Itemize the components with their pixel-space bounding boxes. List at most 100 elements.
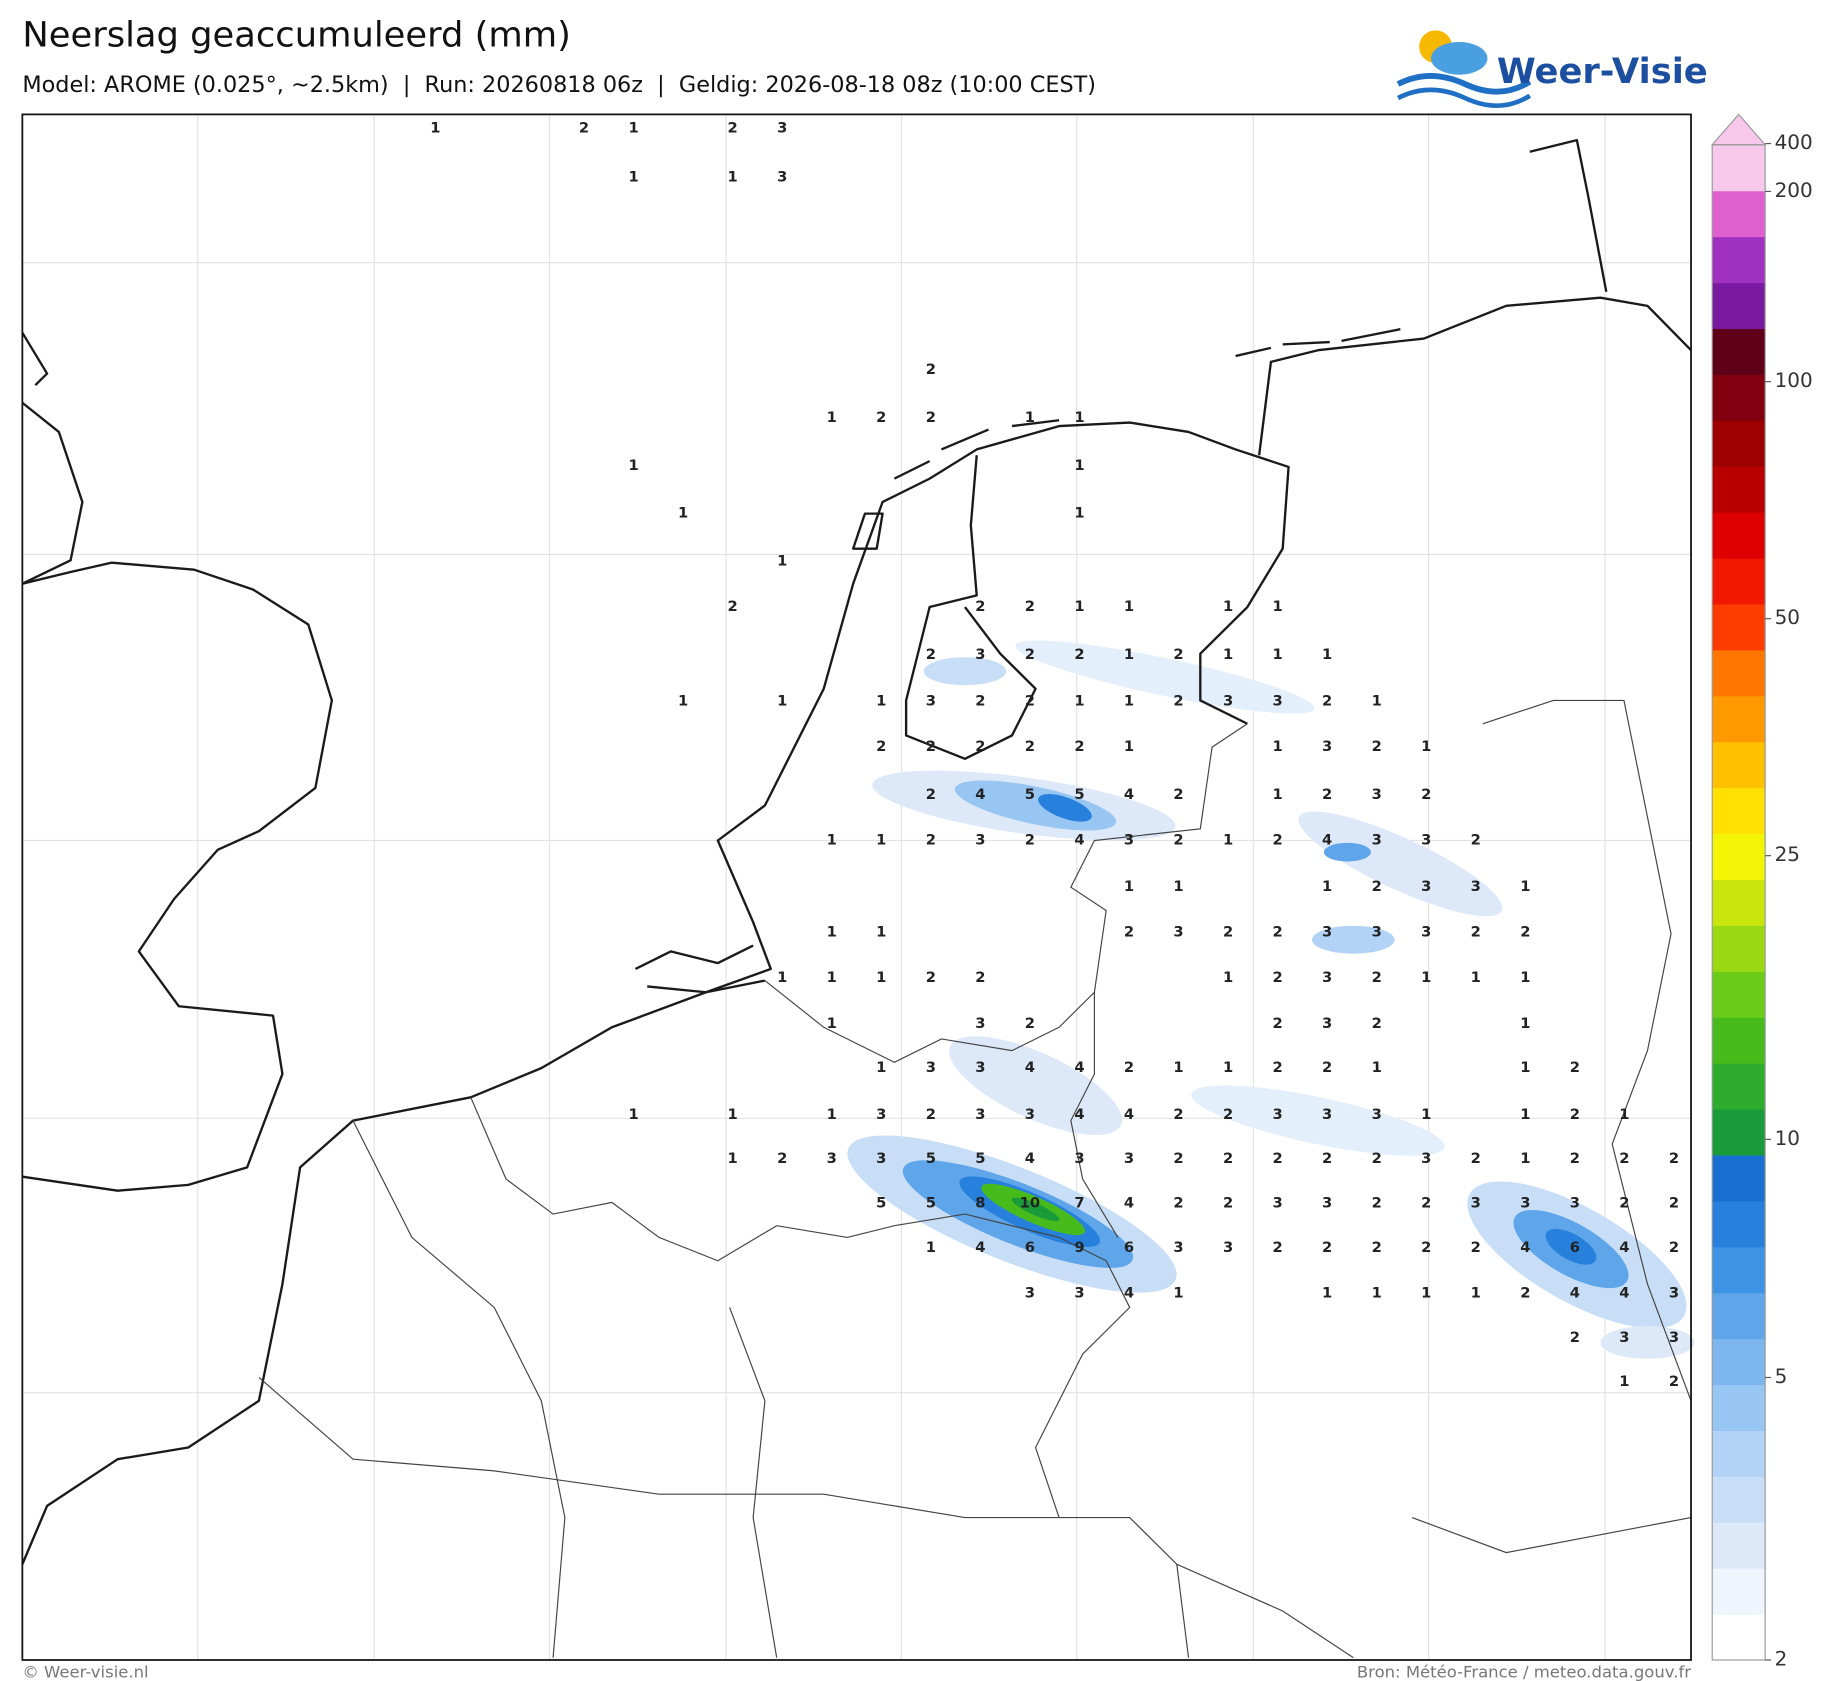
value-label: 1 <box>1074 598 1084 615</box>
value-label: 2 <box>1223 1150 1233 1167</box>
value-label: 2 <box>876 409 886 426</box>
colorbar-tick-label: 50 <box>1775 606 1800 629</box>
colorbar-segment <box>1712 420 1766 467</box>
value-label: 1 <box>1223 832 1233 849</box>
value-label: 1 <box>728 1150 738 1167</box>
value-label: 1 <box>1223 969 1233 986</box>
colorbar-segment <box>1712 1614 1766 1661</box>
value-label: 2 <box>1223 1195 1233 1212</box>
colorbar-segment <box>1712 374 1766 421</box>
colorbar-tick-label: 25 <box>1775 843 1800 866</box>
colorbar-segment <box>1712 144 1766 192</box>
value-label: 4 <box>1619 1239 1629 1256</box>
colorbar-segment <box>1712 879 1766 926</box>
value-label: 1 <box>1273 598 1283 615</box>
value-label: 3 <box>975 646 985 663</box>
value-label: 3 <box>1372 832 1382 849</box>
value-label: 2 <box>926 646 936 663</box>
value-label: 3 <box>777 119 787 136</box>
value-label: 3 <box>876 1150 886 1167</box>
colorbar-tick-label: 400 <box>1775 131 1813 154</box>
value-label: 3 <box>777 168 787 185</box>
value-label: 2 <box>1025 693 1035 710</box>
value-label: 1 <box>1520 1150 1530 1167</box>
value-label: 3 <box>1372 1106 1382 1123</box>
value-label: 2 <box>1421 1195 1431 1212</box>
value-label: 3 <box>1669 1284 1679 1301</box>
value-label: 1 <box>1520 1015 1530 1032</box>
value-label: 1 <box>1520 969 1530 986</box>
colorbar-segment <box>1712 1246 1766 1294</box>
value-label: 1 <box>1520 878 1530 895</box>
value-label: 2 <box>1124 924 1134 941</box>
value-label: 3 <box>827 1150 837 1167</box>
logo-text: Weer-Visie <box>1497 51 1708 92</box>
value-label: 1 <box>1074 457 1084 474</box>
value-label: 2 <box>926 738 936 755</box>
colorbar-segment <box>1712 557 1766 605</box>
colorbar-segment <box>1712 1384 1766 1431</box>
value-label: 2 <box>1322 1239 1332 1256</box>
colorbar-segment <box>1712 1200 1766 1248</box>
colorbar-segment <box>1712 512 1766 559</box>
value-label: 1 <box>827 409 837 426</box>
value-label: 7 <box>1074 1195 1084 1212</box>
value-label: 2 <box>579 119 589 136</box>
value-label: 1 <box>827 1106 837 1123</box>
colorbar-tick-label: 2 <box>1775 1648 1788 1671</box>
colorbar-segment <box>1712 190 1766 238</box>
value-label: 3 <box>975 832 985 849</box>
value-label: 2 <box>1173 1150 1183 1167</box>
colorbar-segment <box>1712 1568 1766 1615</box>
colorbar-segment <box>1712 925 1766 972</box>
value-label: 3 <box>926 1059 936 1076</box>
value-label: 2 <box>1322 1150 1332 1167</box>
value-label: 4 <box>1074 832 1084 849</box>
value-label: 3 <box>1669 1329 1679 1346</box>
value-label: 1 <box>1421 969 1431 986</box>
value-label: 2 <box>1372 1015 1382 1032</box>
value-label: 1 <box>678 505 688 522</box>
footer-right: Bron: Météo-France / meteo.data.gouv.fr <box>1357 1663 1691 1681</box>
value-label: 2 <box>777 1150 787 1167</box>
value-label: 2 <box>1570 1059 1580 1076</box>
value-label: 4 <box>1074 1059 1084 1076</box>
value-label: 1 <box>1520 1059 1530 1076</box>
value-label: 2 <box>975 693 985 710</box>
value-label: 2 <box>1173 693 1183 710</box>
value-label: 1 <box>1273 646 1283 663</box>
value-label: 1 <box>1372 693 1382 710</box>
value-label: 2 <box>1619 1195 1629 1212</box>
value-label: 1 <box>827 924 837 941</box>
value-label: 2 <box>1520 1284 1530 1301</box>
colorbar-segment <box>1712 1154 1766 1202</box>
value-label: 4 <box>1322 832 1332 849</box>
value-label: 3 <box>1273 1106 1283 1123</box>
value-label: 5 <box>1025 786 1035 803</box>
graticule <box>22 114 1692 1660</box>
value-label: 1 <box>876 969 886 986</box>
value-label: 2 <box>926 832 936 849</box>
value-label: 2 <box>1570 1150 1580 1167</box>
value-label: 2 <box>876 738 886 755</box>
value-label: 5 <box>926 1195 936 1212</box>
value-label: 1 <box>1520 1106 1530 1123</box>
value-label: 3 <box>975 1106 985 1123</box>
value-label: 2 <box>1471 1239 1481 1256</box>
value-label: 3 <box>1322 1106 1332 1123</box>
colorbar-segment <box>1712 466 1766 513</box>
value-label: 1 <box>827 969 837 986</box>
colorbar-segment <box>1712 1430 1766 1477</box>
value-label: 2 <box>1273 1059 1283 1076</box>
value-label: 2 <box>1124 1059 1134 1076</box>
colorbar-tick-label: 10 <box>1775 1127 1800 1150</box>
value-label: 2 <box>1520 924 1530 941</box>
value-label: 1 <box>876 924 886 941</box>
value-label: 1 <box>1223 646 1233 663</box>
value-label: 1 <box>728 168 738 185</box>
value-label: 10 <box>1020 1195 1040 1212</box>
colorbar-tick-label: 100 <box>1775 369 1813 392</box>
value-label: 1 <box>1124 598 1134 615</box>
value-label: 1 <box>1471 1284 1481 1301</box>
value-label: 3 <box>1421 878 1431 895</box>
